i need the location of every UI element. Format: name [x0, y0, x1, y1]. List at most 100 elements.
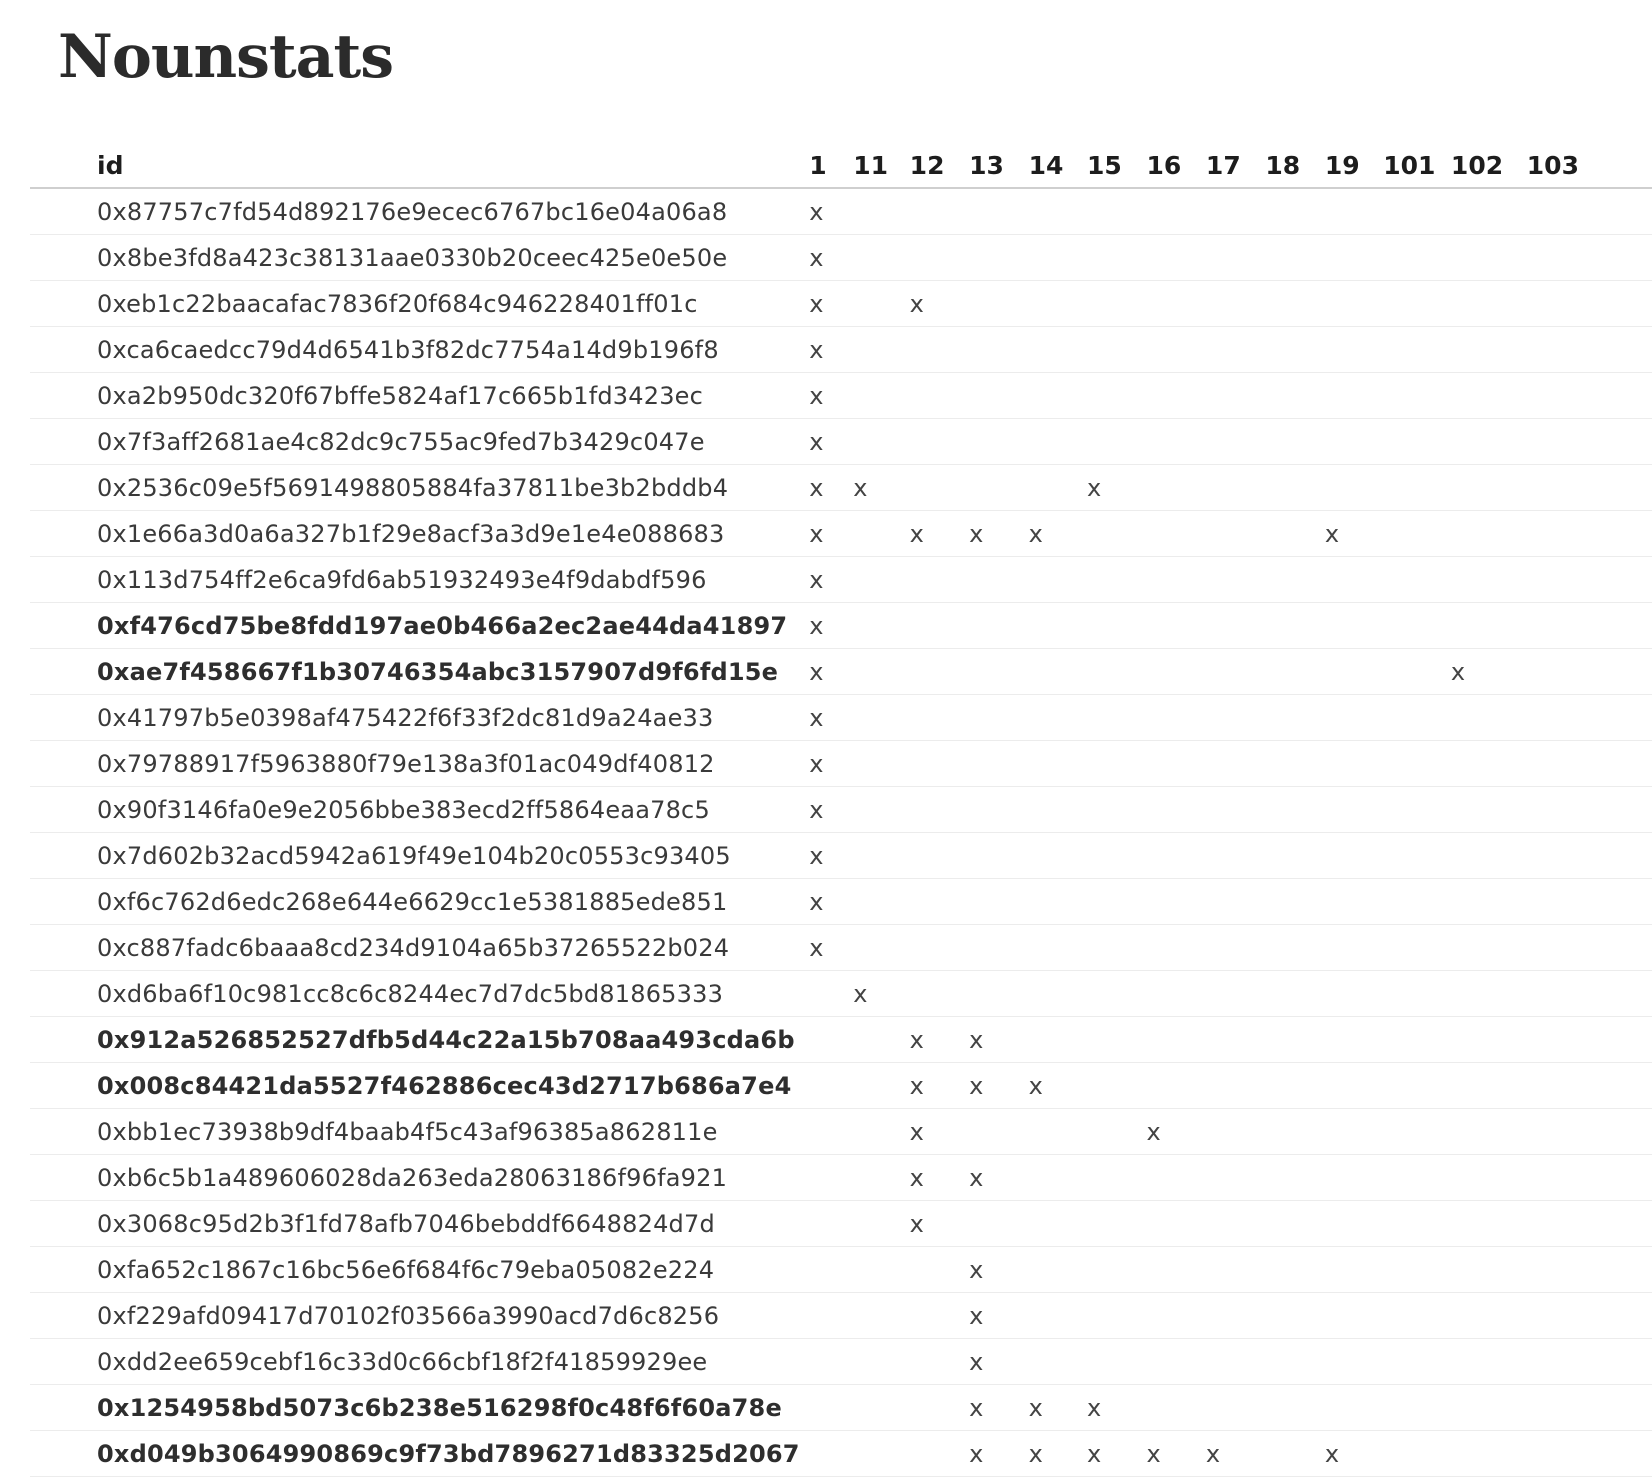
empty-cell-11 — [853, 1246, 910, 1293]
empty-cell-14 — [1028, 188, 1088, 235]
empty-cell-103 — [1526, 832, 1652, 879]
empty-cell-15 — [1087, 832, 1147, 879]
empty-cell-103 — [1526, 1200, 1652, 1247]
empty-cell-16 — [1146, 1200, 1206, 1247]
table-row[interactable]: 0x2536c09e5f5691498805884fa37811be3b2bdd… — [30, 464, 1652, 511]
empty-cell-12 — [909, 878, 970, 925]
mark-cell-19: x — [1324, 1430, 1384, 1477]
table-row[interactable]: 0xf229afd09417d70102f03566a3990acd7d6c82… — [30, 1292, 1652, 1339]
empty-cell-17 — [1205, 372, 1266, 419]
row-address: 0xca6caedcc79d4d6541b3f82dc7754a14d9b196… — [30, 326, 810, 373]
column-header-17[interactable]: 17 — [1205, 143, 1266, 189]
table-row[interactable]: 0xd049b3064990869c9f73bd7896271d83325d20… — [30, 1430, 1652, 1477]
table-row[interactable]: 0x008c84421da5527f462886cec43d2717b686a7… — [30, 1062, 1652, 1109]
row-address: 0x2536c09e5f5691498805884fa37811be3b2bdd… — [30, 464, 810, 511]
empty-cell-17 — [1205, 1062, 1266, 1109]
table-row[interactable]: 0xc887fadc6baaa8cd234d9104a65b37265522b0… — [30, 924, 1652, 971]
table-row[interactable]: 0xfa652c1867c16bc56e6f684f6c79eba05082e2… — [30, 1246, 1652, 1293]
column-header-16[interactable]: 16 — [1146, 143, 1206, 189]
mark-cell-19: x — [1324, 510, 1384, 557]
column-header-101[interactable]: 101 — [1383, 143, 1451, 189]
table-row[interactable]: 0xbb1ec73938b9df4baab4f5c43af96385a86281… — [30, 1108, 1652, 1155]
column-header-id[interactable]: id — [30, 143, 810, 189]
table-row[interactable]: 0xf476cd75be8fdd197ae0b466a2ec2ae44da418… — [30, 602, 1652, 649]
empty-cell-101 — [1383, 786, 1451, 833]
empty-cell-103 — [1526, 372, 1652, 419]
table-row[interactable]: 0x1e66a3d0a6a327b1f29e8acf3a3d9e1e4e0886… — [30, 510, 1652, 557]
table-row[interactable]: 0x912a526852527dfb5d44c22a15b708aa493cda… — [30, 1016, 1652, 1063]
empty-cell-101 — [1383, 280, 1451, 327]
table-row[interactable]: 0x7f3aff2681ae4c82dc9c755ac9fed7b3429c04… — [30, 418, 1652, 465]
column-header-11[interactable]: 11 — [853, 143, 910, 189]
empty-cell-12 — [909, 188, 970, 235]
table-row[interactable]: 0xd6ba6f10c981cc8c6c8244ec7d7dc5bd818653… — [30, 970, 1652, 1017]
empty-cell-13 — [969, 924, 1029, 971]
empty-cell-17 — [1205, 556, 1266, 603]
table-row[interactable]: 0x41797b5e0398af475422f6f33f2dc81d9a24ae… — [30, 694, 1652, 741]
column-header-15[interactable]: 15 — [1087, 143, 1147, 189]
empty-cell-12 — [909, 832, 970, 879]
empty-cell-15 — [1087, 1292, 1147, 1339]
mark-cell-11: x — [853, 464, 910, 511]
table-row[interactable]: 0xae7f458667f1b30746354abc3157907d9f6fd1… — [30, 648, 1652, 695]
empty-cell-18 — [1265, 1292, 1325, 1339]
empty-cell-18 — [1265, 280, 1325, 327]
table-row[interactable]: 0x8be3fd8a423c38131aae0330b20ceec425e0e5… — [30, 234, 1652, 281]
table-row[interactable]: 0x90f3146fa0e9e2056bbe383ecd2ff5864eaa78… — [30, 786, 1652, 833]
empty-cell-13 — [969, 1108, 1029, 1155]
empty-cell-14 — [1028, 1016, 1088, 1063]
table-row[interactable]: 0xdd2ee659cebf16c33d0c66cbf18f2f41859929… — [30, 1338, 1652, 1385]
table-row[interactable]: 0x1254958bd5073c6b238e516298f0c48f6f60a7… — [30, 1384, 1652, 1431]
empty-cell-101 — [1383, 1108, 1451, 1155]
column-header-102[interactable]: 102 — [1450, 143, 1527, 189]
column-header-13[interactable]: 13 — [969, 143, 1029, 189]
table-row[interactable]: 0x3068c95d2b3f1fd78afb7046bebddf6648824d… — [30, 1200, 1652, 1247]
empty-cell-18 — [1265, 1430, 1325, 1477]
empty-cell-13 — [969, 786, 1029, 833]
row-address: 0xeb1c22baacafac7836f20f684c946228401ff0… — [30, 280, 810, 327]
table-row[interactable]: 0x79788917f5963880f79e138a3f01ac049df408… — [30, 740, 1652, 787]
column-header-19[interactable]: 19 — [1324, 143, 1384, 189]
column-header-18[interactable]: 18 — [1265, 143, 1325, 189]
empty-cell-102 — [1450, 832, 1527, 879]
table-row[interactable]: 0x7d602b32acd5942a619f49e104b20c0553c934… — [30, 832, 1652, 879]
empty-cell-103 — [1526, 234, 1652, 281]
empty-cell-11 — [853, 1338, 910, 1385]
table-row[interactable]: 0xeb1c22baacafac7836f20f684c946228401ff0… — [30, 280, 1652, 327]
empty-cell-12 — [909, 326, 970, 373]
empty-cell-15 — [1087, 188, 1147, 235]
table-row[interactable]: 0x113d754ff2e6ca9fd6ab51932493e4f9dabdf5… — [30, 556, 1652, 603]
empty-cell-18 — [1265, 1384, 1325, 1431]
empty-cell-102 — [1450, 1384, 1527, 1431]
column-header-1[interactable]: 1 — [809, 143, 854, 189]
table-row[interactable]: 0xa2b950dc320f67bffe5824af17c665b1fd3423… — [30, 372, 1652, 419]
column-header-103[interactable]: 103 — [1526, 143, 1652, 189]
column-header-12[interactable]: 12 — [909, 143, 970, 189]
empty-cell-103 — [1526, 556, 1652, 603]
empty-cell-14 — [1028, 1338, 1088, 1385]
empty-cell-19 — [1324, 694, 1384, 741]
empty-cell-101 — [1383, 832, 1451, 879]
empty-cell-19 — [1324, 280, 1384, 327]
empty-cell-12 — [909, 234, 970, 281]
empty-cell-11 — [853, 556, 910, 603]
mark-cell-13: x — [969, 1016, 1029, 1063]
empty-cell-11 — [853, 1292, 910, 1339]
row-address: 0x41797b5e0398af475422f6f33f2dc81d9a24ae… — [30, 694, 810, 741]
empty-cell-101 — [1383, 970, 1451, 1017]
table-row[interactable]: 0xca6caedcc79d4d6541b3f82dc7754a14d9b196… — [30, 326, 1652, 373]
empty-cell-13 — [969, 464, 1029, 511]
table-row[interactable]: 0xb6c5b1a489606028da263eda28063186f96fa9… — [30, 1154, 1652, 1201]
table-row[interactable]: 0x87757c7fd54d892176e9ecec6767bc16e04a06… — [30, 188, 1652, 235]
empty-cell-17 — [1205, 510, 1266, 557]
empty-cell-102 — [1450, 924, 1527, 971]
column-header-14[interactable]: 14 — [1028, 143, 1088, 189]
empty-cell-102 — [1450, 1062, 1527, 1109]
table-row[interactable]: 0xf6c762d6edc268e644e6629cc1e5381885ede8… — [30, 878, 1652, 925]
empty-cell-17 — [1205, 1384, 1266, 1431]
empty-cell-15 — [1087, 970, 1147, 1017]
empty-cell-16 — [1146, 326, 1206, 373]
empty-cell-16 — [1146, 1016, 1206, 1063]
mark-cell-14: x — [1028, 510, 1088, 557]
empty-cell-15 — [1087, 1246, 1147, 1293]
